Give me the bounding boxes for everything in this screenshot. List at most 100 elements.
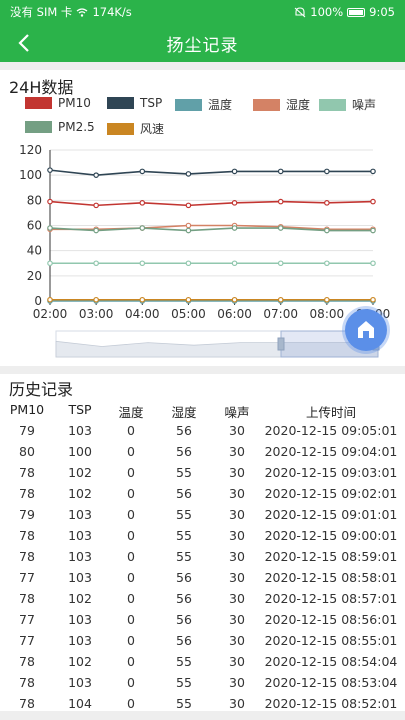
data-point: [277, 168, 284, 175]
carrier-text: 没有 SIM 卡: [10, 5, 73, 19]
legend-swatch: [253, 98, 280, 111]
x-tick-label: 05:00: [171, 307, 206, 321]
table-cell: 103: [68, 423, 92, 438]
table-cell: 103: [68, 528, 92, 543]
history-table[interactable]: 79 103 0 56 30 2020-12-15 09:05:01 80 100 0 56 30 2…: [0, 420, 405, 710]
table-cell: 103: [68, 633, 92, 648]
column-header: 温度: [118, 405, 144, 420]
table-cell: 30: [229, 612, 245, 627]
reset-zoom-button[interactable]: [345, 309, 387, 351]
legend-swatch: [25, 97, 52, 109]
table-cell: 30: [229, 423, 245, 438]
table-cell: 102: [68, 486, 92, 501]
column-header: TSP: [68, 402, 92, 417]
legend-item[interactable]: 噪声: [319, 96, 376, 113]
table-cell: 30: [229, 654, 245, 669]
table-cell: 78: [19, 528, 35, 543]
table-cell: 0: [127, 465, 135, 480]
table-cell: 78: [19, 549, 35, 564]
table-cell: 2020-12-15 09:05:01: [264, 423, 398, 438]
table-cell: 78: [19, 591, 35, 606]
data-point: [324, 296, 330, 303]
series-line: [49, 200, 374, 207]
legend-item[interactable]: 湿度: [253, 96, 310, 113]
legend-label: PM2.5: [58, 120, 95, 134]
table-cell: 30: [229, 591, 245, 606]
data-point: [277, 198, 284, 205]
table-cell: 2020-12-15 08:57:01: [264, 591, 398, 606]
data-point: [185, 260, 192, 267]
data-point: [324, 168, 330, 175]
x-tick-label: 07:00: [263, 307, 298, 321]
data-point: [370, 227, 376, 234]
data-point: [93, 260, 99, 267]
column-header: PM10: [9, 402, 45, 417]
legend-item[interactable]: PM10: [25, 96, 91, 110]
data-point: [277, 225, 284, 231]
table-cell: 56: [176, 591, 192, 606]
table-cell: 78: [19, 675, 35, 690]
table-cell: 0: [127, 444, 135, 459]
data-point: [139, 296, 146, 303]
mute-icon: [294, 6, 306, 17]
chevron-left-icon[interactable]: [14, 32, 36, 54]
data-point: [277, 260, 284, 267]
table-cell: 2020-12-15 08:52:01: [264, 696, 398, 710]
status-bar: 没有 SIM 卡 174K/s 100% 9:05: [0, 0, 405, 24]
data-point: [185, 222, 192, 229]
app-bar: 扬尘记录: [0, 24, 405, 62]
table-cell: 55: [176, 465, 192, 480]
legend-item[interactable]: 温度: [175, 96, 232, 113]
table-cell: 55: [176, 507, 192, 522]
legend-label: PM10: [58, 96, 91, 110]
data-point: [47, 167, 53, 173]
data-point: [47, 260, 53, 267]
table-cell: 56: [176, 423, 192, 438]
zoom-handle[interactable]: [277, 337, 285, 351]
table-cell: 2020-12-15 08:54:04: [264, 654, 398, 669]
legend-item[interactable]: PM2.5: [25, 120, 95, 134]
table-cell: 0: [127, 549, 135, 564]
table-cell: 77: [19, 633, 35, 648]
table-row: 79 103 0 55 30 2020-12-15 09:01:01: [0, 504, 405, 525]
legend-item[interactable]: TSP: [107, 96, 162, 110]
data-point: [93, 202, 99, 209]
series-line: [50, 224, 373, 231]
table-cell: 0: [127, 570, 135, 585]
x-tick-label: 04:00: [125, 307, 160, 321]
table-cell: 79: [19, 423, 35, 438]
data-point: [93, 227, 99, 234]
legend-item[interactable]: 风速: [107, 120, 164, 137]
y-tick-label: 80: [27, 193, 42, 207]
y-tick-label: 40: [27, 244, 42, 258]
x-tick-label: 06:00: [217, 307, 252, 321]
battery-percent: 100%: [310, 5, 344, 19]
page-title: 扬尘记录: [166, 35, 239, 56]
y-tick-label: 0: [34, 294, 42, 308]
table-cell: 103: [68, 507, 92, 522]
table-cell: 30: [229, 528, 245, 543]
table-cell: 55: [176, 654, 192, 669]
data-point: [370, 198, 376, 205]
table-cell: 56: [176, 444, 192, 459]
legend-swatch: [175, 98, 202, 111]
data-point: [185, 296, 192, 303]
table-cell: 103: [68, 570, 92, 585]
table-cell: 56: [176, 570, 192, 585]
battery-icon: [347, 7, 366, 17]
data-point: [185, 202, 192, 209]
table-row: 78 102 0 56 30 2020-12-15 09:02:01: [0, 483, 405, 504]
data-point: [93, 172, 99, 178]
table-cell: 2020-12-15 08:56:01: [264, 612, 398, 627]
data-point: [185, 227, 192, 234]
y-tick-label: 120: [19, 143, 42, 157]
table-cell: 0: [127, 528, 135, 543]
series-line: [49, 169, 373, 176]
table-cell: 80: [19, 444, 35, 459]
legend-swatch: [107, 97, 134, 109]
table-cell: 0: [127, 486, 135, 501]
legend-label: 湿度: [286, 98, 311, 112]
table-cell: 55: [176, 549, 192, 564]
column-header: 上传时间: [305, 405, 356, 420]
table-row: 78 102 0 56 30 2020-12-15 08:57:01: [0, 588, 405, 609]
